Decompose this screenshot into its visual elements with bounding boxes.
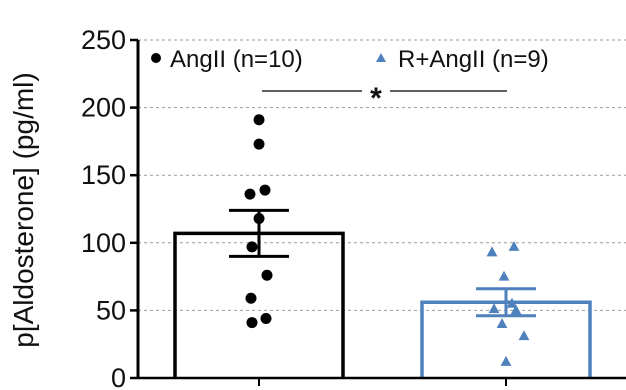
data-point <box>246 317 258 329</box>
y-tick-label: 200 <box>81 93 126 123</box>
data-point <box>259 184 271 196</box>
legend-marker-r-angii <box>376 53 386 62</box>
axes <box>136 40 626 386</box>
grid <box>138 39 626 311</box>
data-point <box>245 292 257 304</box>
data-point <box>500 355 512 366</box>
legend-label-angii: AngII (n=10) <box>170 46 303 73</box>
data-point <box>486 246 498 257</box>
data-point <box>498 270 510 281</box>
legend-label-r-angii: R+AngII (n=9) <box>398 46 549 73</box>
data-point <box>506 297 518 308</box>
y-tick-label: 150 <box>81 160 126 190</box>
data-point <box>508 241 520 251</box>
legend: AngII (n=10) R+AngII (n=9) <box>151 46 549 73</box>
data-point <box>260 313 272 325</box>
significance-annotation: * <box>262 82 507 115</box>
data-point <box>246 241 258 253</box>
y-ticks: 0 50 100 150 200 250 <box>81 25 138 390</box>
y-tick-label: 100 <box>81 228 126 258</box>
significance-star: * <box>370 82 382 115</box>
y-tick-label: 50 <box>96 295 126 325</box>
data-point <box>244 188 256 200</box>
data-point <box>488 303 500 314</box>
legend-marker-angii <box>151 53 161 63</box>
error-bars <box>229 208 536 318</box>
data-point <box>253 212 265 224</box>
data-point <box>510 304 522 315</box>
y-tick-label: 250 <box>81 25 126 55</box>
y-axis-label: p[Aldosterone] (pg/ml) <box>8 72 39 347</box>
data-point <box>253 114 265 126</box>
data-point <box>518 330 530 341</box>
data-point <box>253 138 265 150</box>
data-point <box>496 318 508 328</box>
data-point <box>261 269 273 281</box>
data-points <box>244 114 530 366</box>
y-tick-label: 0 <box>111 363 126 390</box>
